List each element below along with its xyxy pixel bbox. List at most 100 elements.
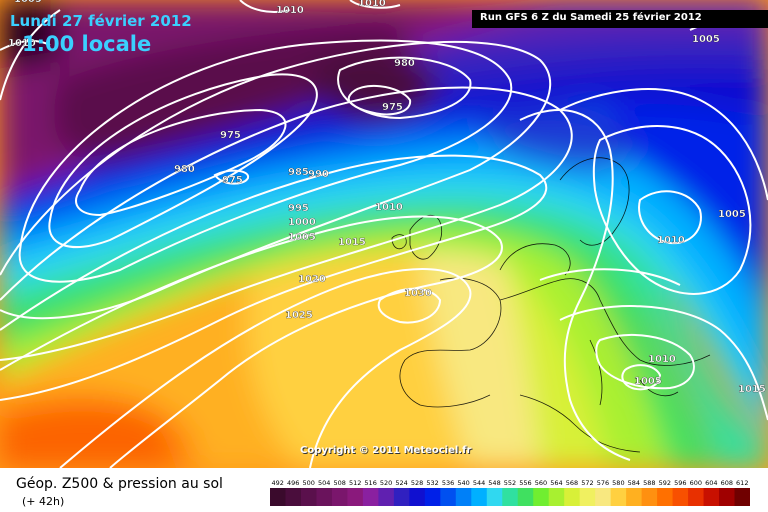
scale-tick-label: 604 <box>705 479 717 487</box>
isobar-label: 985 <box>288 167 309 178</box>
scale-tick-label: 536 <box>442 479 454 487</box>
scale-swatch <box>486 488 503 506</box>
copyright: Copyright © 2011 Meteociel.fr <box>300 445 472 456</box>
isobar-label: 1015 <box>338 237 366 248</box>
scale-swatch <box>595 488 612 506</box>
geopotential-field: 1010 1010 1010 1005 980 975 975 980 975 … <box>0 0 768 468</box>
scale-tick-label: 548 <box>488 479 500 487</box>
isobar-label: 1005 <box>288 232 316 243</box>
scale-tick-label: 540 <box>457 479 469 487</box>
scale-swatch <box>719 488 736 506</box>
scale-tick-label: 528 <box>411 479 423 487</box>
isobar-label: 980 <box>174 164 195 175</box>
isobar-label: 1010 <box>276 5 304 16</box>
isobar-label: 975 <box>382 102 403 113</box>
run-info-box <box>472 10 768 28</box>
isobar-label: 1010 <box>8 38 36 49</box>
weather-map: 1010 1010 1010 1005 980 975 975 980 975 … <box>0 0 768 468</box>
scale-tick-label: 612 <box>736 479 748 487</box>
isobar-label: 1010 <box>648 354 676 365</box>
scale-swatch <box>641 488 658 506</box>
scale-swatch <box>548 488 565 506</box>
scale-swatch <box>270 488 286 506</box>
isobar-labels: 1010 1010 1010 1005 980 975 975 980 975 … <box>8 0 766 395</box>
scale-tick-label: 568 <box>566 479 578 487</box>
isobar-label: 995 <box>288 203 309 214</box>
scale-tick-label: 592 <box>659 479 671 487</box>
scale-swatch <box>564 488 581 506</box>
field-label: Géop. Z500 & pression au sol <box>16 476 223 492</box>
scale-tick-label: 508 <box>333 479 345 487</box>
scale-swatch <box>285 488 302 506</box>
scale-swatch <box>378 488 395 506</box>
scale-tick-label: 560 <box>535 479 547 487</box>
scale-tick-label: 496 <box>287 479 299 487</box>
isobar-lines <box>0 0 768 468</box>
scale-tick-label: 520 <box>380 479 392 487</box>
scale-tick-label: 512 <box>349 479 361 487</box>
color-scale: 492 496 500 504 508 512 516 520 524 528 532 536 540 5… <box>270 479 750 506</box>
scale-tick-label: 564 <box>550 479 562 487</box>
scale-tick-label: 532 <box>426 479 438 487</box>
isobar-label: 1010 <box>375 202 403 213</box>
scale-swatch <box>502 488 519 506</box>
scale-swatch <box>626 488 643 506</box>
scale-swatch <box>393 488 410 506</box>
scale-tick-label: 556 <box>519 479 531 487</box>
run-info: Run GFS 6 Z du Samedi 25 février 2012 <box>480 12 702 23</box>
scale-tick-label: 572 <box>581 479 593 487</box>
scale-swatch <box>347 488 364 506</box>
scale-tick-label: 492 <box>272 479 284 487</box>
isobar-label: 975 <box>222 175 243 186</box>
scale-swatch <box>471 488 488 506</box>
scale-swatch <box>672 488 689 506</box>
scale-tick-label: 584 <box>628 479 640 487</box>
isobar-label: 1015 <box>738 384 766 395</box>
scale-swatch <box>657 488 674 506</box>
scale-swatch <box>362 488 379 506</box>
scale-swatch <box>533 488 550 506</box>
forecast-date: Lundi 27 février 2012 <box>10 12 192 30</box>
isobar-label: 975 <box>220 130 241 141</box>
coastlines <box>391 157 711 453</box>
scale-swatch <box>610 488 627 506</box>
scale-swatch <box>455 488 472 506</box>
forecast-time: 1:00 locale <box>22 32 152 56</box>
scale-tick-label: 608 <box>721 479 733 487</box>
scale-swatch <box>703 488 720 506</box>
isobar-label: 1020 <box>298 274 326 285</box>
isobar-label: 1005 <box>14 0 42 5</box>
isobar-label: 1005 <box>692 34 720 45</box>
isobar-label: 1010 <box>657 235 685 246</box>
scale-swatch <box>316 488 333 506</box>
scale-tick-label: 552 <box>504 479 516 487</box>
scale-swatch <box>517 488 534 506</box>
isobar-label: 990 <box>308 169 329 180</box>
scale-tick-label: 576 <box>597 479 609 487</box>
isobar-label: 1005 <box>718 209 746 220</box>
scale-swatch <box>424 488 441 506</box>
isobar-label: 980 <box>394 58 415 69</box>
isobar-label: 1005 <box>634 376 662 387</box>
forecast-hours: (+ 42h) <box>22 495 65 508</box>
scale-tick-label: 504 <box>318 479 330 487</box>
scale-tick-label: 544 <box>473 479 485 487</box>
scale-tick-label: 596 <box>674 479 686 487</box>
isobar-label: 1010 <box>358 0 386 9</box>
scale-swatch <box>331 488 348 506</box>
scale-tick-label: 524 <box>395 479 407 487</box>
scale-swatch <box>734 488 750 506</box>
scale-swatch <box>688 488 705 506</box>
scale-tick-label: 588 <box>643 479 655 487</box>
isobar-label: 1030 <box>404 288 432 299</box>
scale-tick-label: 516 <box>364 479 376 487</box>
scale-tick-label: 580 <box>612 479 624 487</box>
isobar-label: 1025 <box>285 310 313 321</box>
scale-tick-label: 600 <box>690 479 702 487</box>
scale-tick-label: 500 <box>302 479 314 487</box>
scale-swatch <box>409 488 426 506</box>
scale-swatch <box>300 488 317 506</box>
scale-swatch <box>440 488 457 506</box>
scale-swatch <box>579 488 596 506</box>
isobar-label: 1000 <box>288 217 316 228</box>
